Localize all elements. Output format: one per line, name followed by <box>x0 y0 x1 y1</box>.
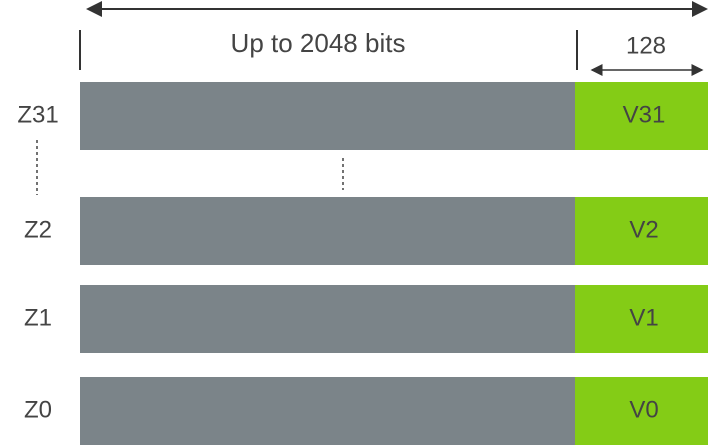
z-label: Z2 <box>24 216 52 243</box>
v-label: V1 <box>629 304 658 331</box>
v-register <box>575 197 708 265</box>
v-register <box>575 377 708 445</box>
z-register <box>80 197 576 265</box>
z-register <box>80 285 576 353</box>
v-register <box>575 285 708 353</box>
v-register <box>575 82 708 150</box>
v-label: V2 <box>629 216 658 243</box>
z-register <box>80 377 576 445</box>
z-label: Z1 <box>24 304 52 331</box>
v-width-label: 128 <box>626 32 666 59</box>
z-register <box>80 82 576 150</box>
z-label: Z31 <box>17 101 58 128</box>
v-label: V31 <box>623 101 666 128</box>
v-label: V0 <box>629 396 658 423</box>
width-label: Up to 2048 bits <box>231 28 406 58</box>
z-label: Z0 <box>24 396 52 423</box>
